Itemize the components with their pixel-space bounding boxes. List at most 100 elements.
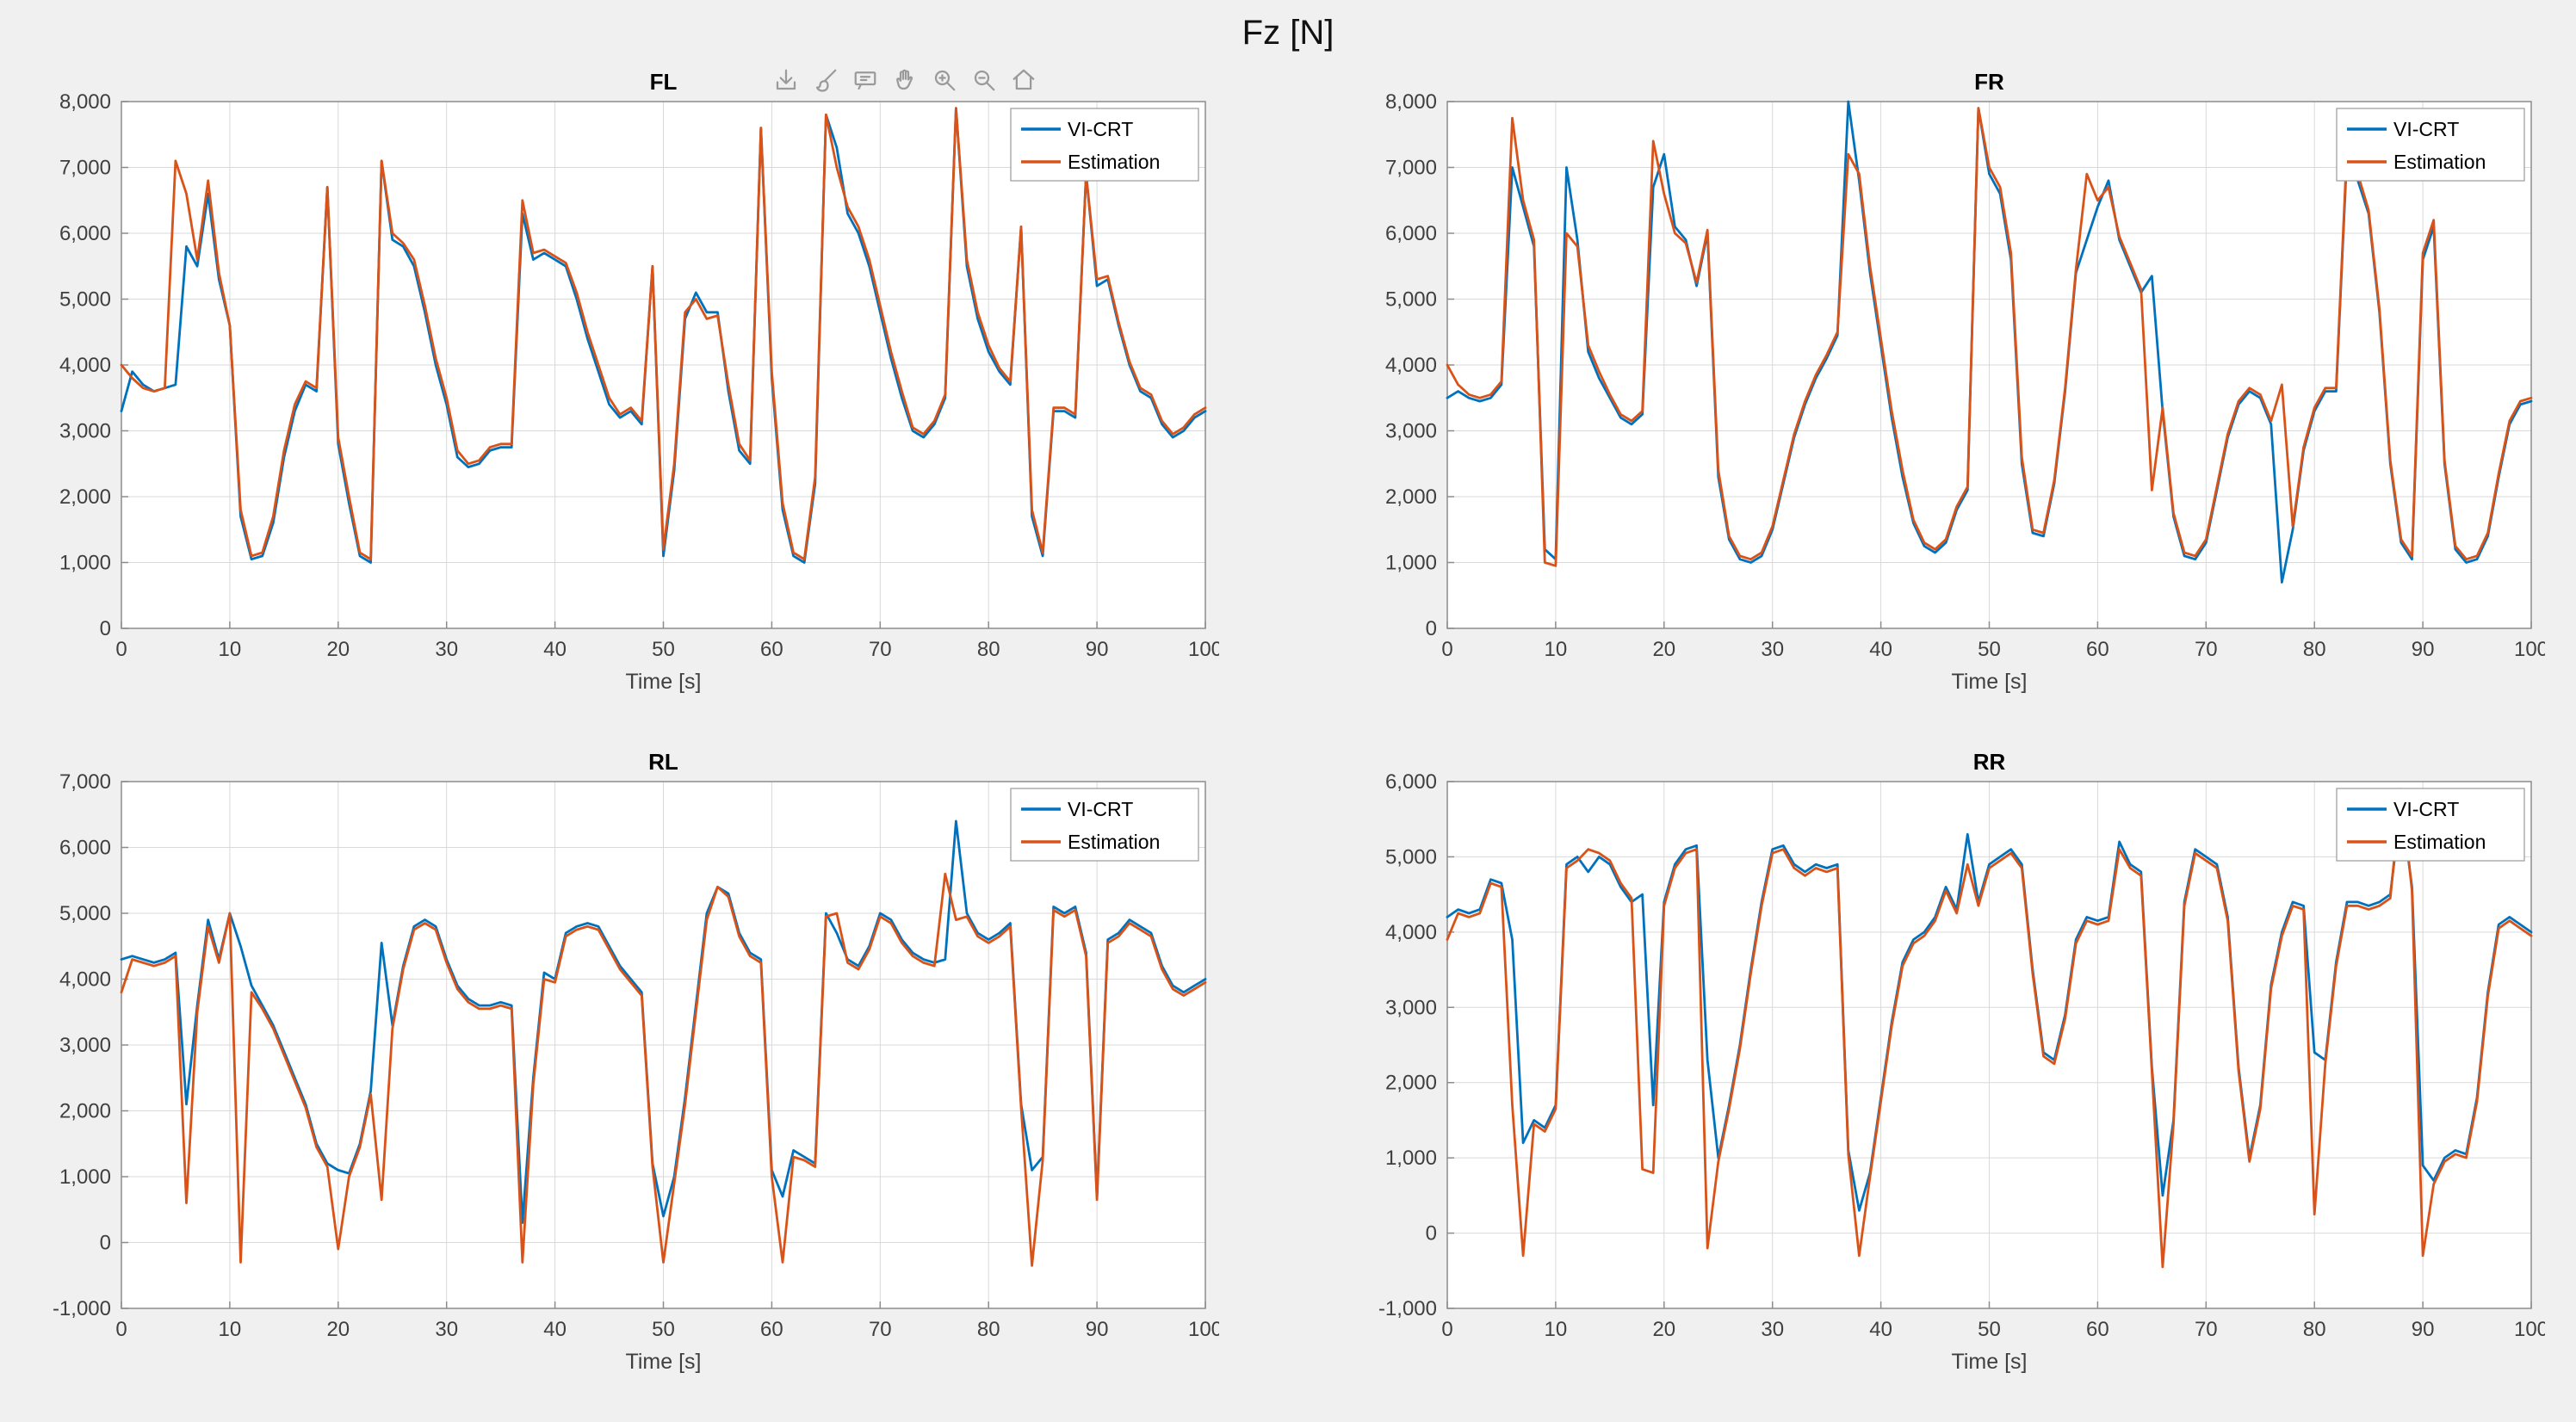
pan-button[interactable] [890, 65, 920, 95]
y-tick-label: 4,000 [1385, 921, 1437, 944]
x-tick-label: 80 [977, 638, 1000, 661]
chart-rl[interactable]: 0 10 20 30 40 50 60 70 80 90 100-1,00001,0002,0003… [31, 744, 1219, 1381]
legend-box[interactable] [1010, 108, 1199, 182]
datatips-button[interactable] [851, 65, 880, 95]
y-tick-label: 0 [100, 1232, 111, 1255]
x-tick-label: 90 [1086, 1318, 1109, 1341]
chart-fl[interactable]: 0 10 20 30 40 50 60 70 80 90 100 0 1,000 2,000 3,000 4,… [31, 64, 1219, 701]
y-tick-label: -1,000 [53, 1297, 111, 1320]
legend-box[interactable] [2336, 108, 2525, 182]
subplot-title: RL [648, 749, 678, 775]
figure-window: Fz [N] 0 10 20 30 40 50 60 70 80 90 100 0 1,000 2,000… [31, 14, 2545, 1381]
x-tick-label: 10 [219, 1318, 242, 1341]
legend-label-VI-CRT: VI-CRT [1068, 118, 1133, 140]
x-tick-label: 70 [869, 638, 892, 661]
brush-button[interactable] [811, 65, 840, 95]
export-button[interactable] [771, 65, 801, 95]
series-line-VI-CRT [1446, 802, 2533, 1212]
x-tick-label: 20 [326, 1318, 350, 1341]
y-tick-label: 0 [100, 617, 111, 640]
legend-box[interactable] [2336, 788, 2525, 862]
datatips-icon [854, 71, 876, 90]
x-tick-label: 30 [435, 638, 458, 661]
x-tick-label: 10 [1545, 638, 1568, 661]
x-tick-label: 0 [115, 1318, 127, 1341]
y-tick-label: 6,000 [59, 837, 111, 860]
y-tick-label: 4,000 [1385, 354, 1437, 377]
legend-label-Estimation: Estimation [2393, 831, 2486, 853]
zoom-in-icon [934, 70, 956, 91]
x-tick-label: 70 [2195, 1318, 2218, 1341]
y-tick-label: 6,000 [59, 222, 111, 245]
x-tick-label: 60 [2086, 1318, 2109, 1341]
subplot-rr: 0 10 20 30 40 50 60 70 80 90 100 -1,000 0 1,000 2,000 3… [1357, 744, 2545, 1381]
x-axis-label: Time [s] [626, 1350, 702, 1374]
x-axis-label: Time [s] [1952, 1350, 2028, 1374]
x-tick-label: 90 [1086, 638, 1109, 661]
x-tick-label: 50 [652, 1318, 675, 1341]
y-tick-label: 0 [1426, 1222, 1437, 1246]
x-tick-label: 80 [2303, 638, 2326, 661]
y-tick-label: 4,000 [59, 354, 111, 377]
legend-label-Estimation: Estimation [2393, 151, 2486, 173]
zoom-out-button[interactable] [969, 65, 999, 95]
x-tick-label: 20 [1652, 638, 1675, 661]
x-tick-label: 90 [2412, 1318, 2435, 1341]
y-tick-label: 1,000 [59, 552, 111, 575]
y-tick-label: 5,000 [1385, 845, 1437, 869]
legend-label-VI-CRT: VI-CRT [1068, 798, 1133, 820]
x-tick-label: 30 [1761, 638, 1784, 661]
chart-fr[interactable]: 0 10 20 30 40 50 60 70 80 90 100 0 1,000 2,000 3,000 4,… [1357, 64, 2545, 701]
zoom-in-button[interactable] [930, 65, 959, 95]
chart-rr[interactable]: 0 10 20 30 40 50 60 70 80 90 100-1,00001,0002,0003… [1357, 744, 2545, 1381]
y-tick-label: 7,000 [59, 157, 111, 180]
pan-icon [896, 69, 913, 90]
x-tick-label: 0 [115, 638, 127, 661]
axes-toolbar [771, 65, 1038, 95]
x-tick-label: 0 [1441, 638, 1452, 661]
y-tick-label: 8,000 [59, 90, 111, 114]
y-tick-label: 5,000 [59, 902, 111, 925]
x-axis-label: Time [s] [1952, 670, 2028, 694]
x-tick-label: 100 [1188, 638, 1219, 661]
y-tick-label: 2,000 [1385, 485, 1437, 509]
y-tick-label: 6,000 [1385, 770, 1437, 794]
y-tick-label: 8,000 [1385, 90, 1437, 114]
series-line-Estimation [120, 107, 1207, 561]
legend-label-VI-CRT: VI-CRT [2393, 118, 2459, 140]
x-tick-label: 30 [435, 1318, 458, 1341]
x-tick-label: 100 [2514, 1318, 2545, 1341]
series-line-VI-CRT [120, 819, 1207, 1224]
subplot-fr: 0 10 20 30 40 50 60 70 80 90 100 0 1,000 2,000 3,000 4,… [1357, 64, 2545, 701]
y-tick-label: -1,000 [1378, 1297, 1437, 1320]
legend-box[interactable] [1010, 788, 1199, 862]
y-tick-label: 3,000 [59, 420, 111, 443]
x-tick-label: 100 [2514, 638, 2545, 661]
y-tick-label: 3,000 [59, 1034, 111, 1057]
x-tick-label: 10 [1545, 1318, 1568, 1341]
x-tick-label: 30 [1761, 1318, 1784, 1341]
y-tick-label: 1,000 [1385, 552, 1437, 575]
subplot-title: FL [650, 69, 678, 95]
subplot-rl: 0 10 20 30 40 50 60 70 80 90 100 -1,000 0 1,000 2,000 3… [31, 744, 1219, 1381]
y-tick-label: 4,000 [59, 968, 111, 992]
x-tick-label: 20 [1652, 1318, 1675, 1341]
y-tick-label: 7,000 [1385, 157, 1437, 180]
y-tick-label: 0 [1426, 617, 1437, 640]
x-tick-label: 40 [1869, 1318, 1892, 1341]
zoom-out-icon [974, 70, 995, 91]
x-tick-label: 60 [2086, 638, 2109, 661]
restore-view-button[interactable] [1009, 65, 1038, 95]
x-tick-label: 60 [760, 1318, 783, 1341]
x-tick-label: 100 [1188, 1318, 1219, 1341]
series-line-Estimation [1446, 788, 2533, 1269]
restore-view-icon [1012, 69, 1035, 90]
x-tick-label: 60 [760, 638, 783, 661]
y-tick-label: 2,000 [59, 1100, 111, 1123]
x-axis-label: Time [s] [626, 670, 702, 694]
figure-title: Fz [N] [1242, 14, 1334, 52]
subplot-title: FR [1974, 69, 2004, 95]
brush-icon [815, 69, 837, 92]
x-tick-label: 70 [869, 1318, 892, 1341]
x-tick-label: 50 [1978, 1318, 2001, 1341]
